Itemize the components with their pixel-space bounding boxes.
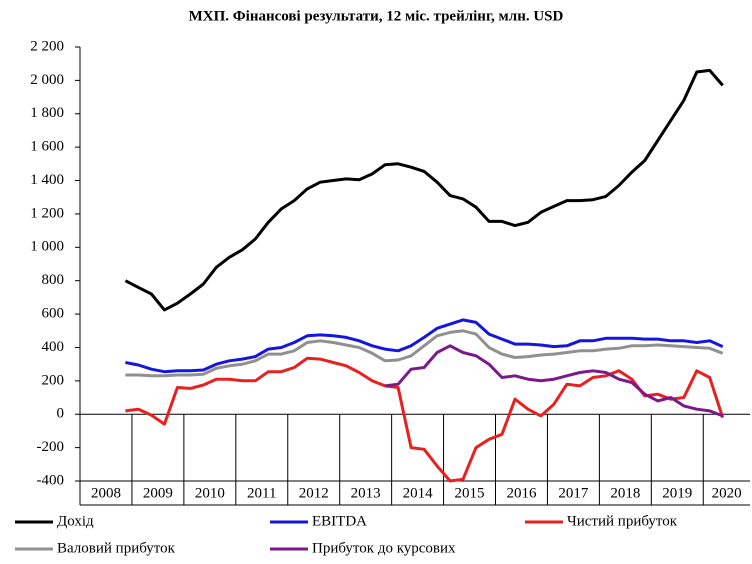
x-tick-label: 2011 [247, 485, 276, 501]
y-tick-label: 200 [42, 372, 65, 388]
legend-label: Дохід [57, 513, 94, 529]
y-tick-label: 600 [42, 306, 65, 322]
y-tick-label: 400 [42, 339, 65, 355]
y-tick-label: 1 000 [30, 239, 64, 255]
x-tick-label: 2018 [610, 485, 640, 501]
x-tick-label: 2020 [712, 485, 742, 501]
y-tick-label: 1 200 [30, 205, 64, 221]
x-tick-label: 2017 [558, 485, 589, 501]
legend-label: Валовий прибуток [57, 540, 176, 556]
x-tick-label: 2015 [455, 485, 485, 501]
y-tick-label: 1 400 [30, 172, 64, 188]
x-tick-label: 2016 [506, 485, 537, 501]
y-tick-label: 800 [42, 272, 65, 288]
chart-title: МХП. Фінансові результати, 12 міс. трейл… [189, 8, 564, 24]
series-line [384, 344, 724, 418]
series-line [125, 356, 725, 483]
y-tick-label: -200 [37, 439, 65, 455]
legend-label: Прибуток до курсових [312, 540, 456, 556]
legend-label: EBITDA [312, 513, 367, 529]
x-tick-label: 2012 [299, 485, 329, 501]
x-tick-label: 2008 [91, 485, 121, 501]
x-tick-label: 2013 [351, 485, 381, 501]
legend-label: Чистий прибуток [567, 513, 678, 529]
y-tick-label: -400 [37, 472, 65, 488]
x-tick-label: 2009 [143, 485, 173, 501]
series-line [125, 329, 724, 378]
x-tick-label: 2014 [403, 485, 434, 501]
x-tick-label: 2010 [195, 485, 225, 501]
x-tick-label: 2019 [662, 485, 692, 501]
y-tick-label: 0 [57, 406, 65, 422]
y-tick-label: 1 800 [30, 105, 64, 121]
y-tick-label: 2 000 [30, 72, 64, 88]
y-tick-label: 2 200 [30, 38, 64, 54]
series-line [125, 318, 724, 374]
series-line [124, 68, 724, 312]
y-tick-label: 1 600 [30, 139, 64, 155]
